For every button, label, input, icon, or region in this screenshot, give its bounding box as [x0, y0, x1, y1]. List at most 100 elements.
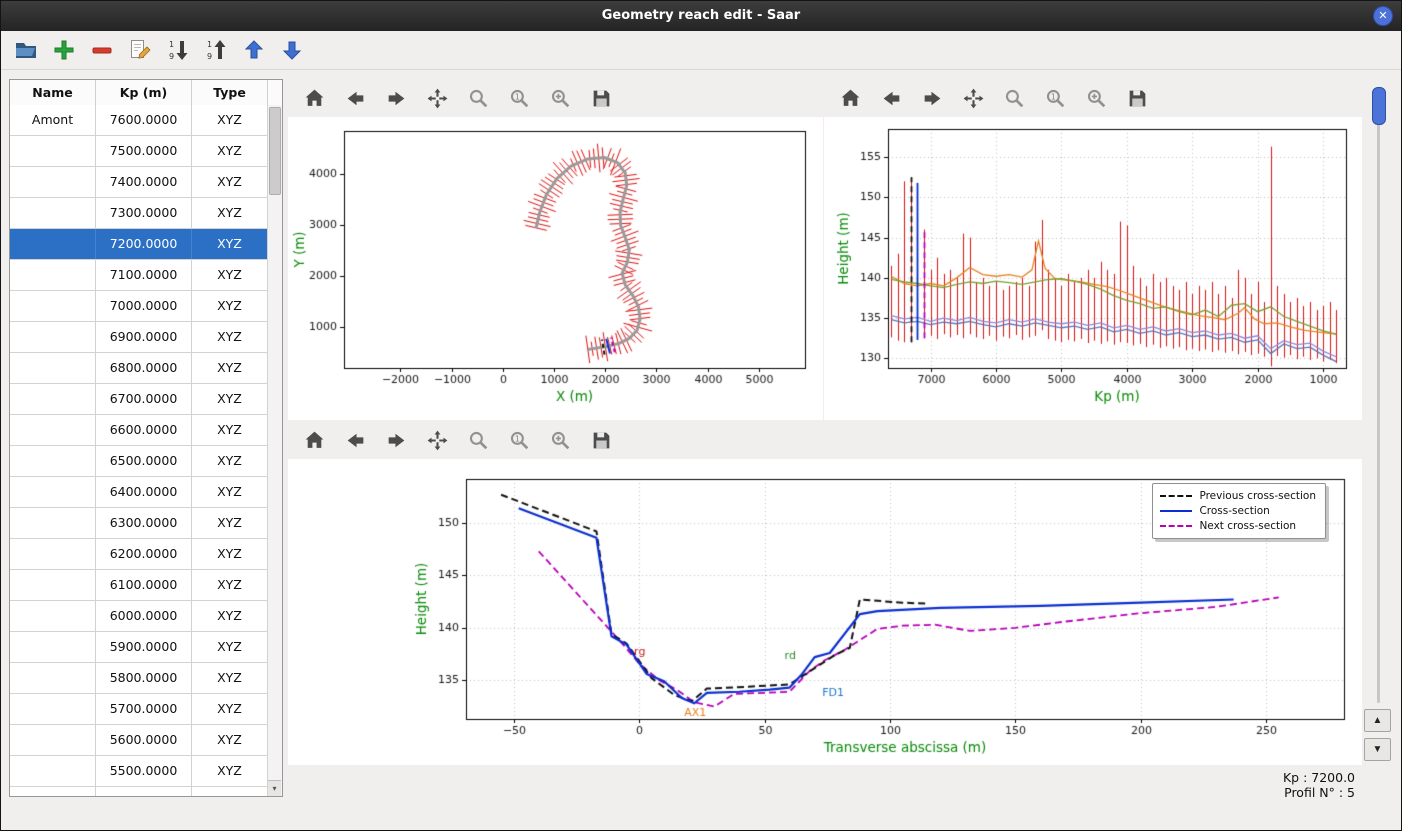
cell-name: [10, 136, 96, 166]
pan-button[interactable]: [961, 86, 985, 110]
svg-text:1: 1: [169, 40, 174, 49]
table-row[interactable]: 7400.0000 XYZ: [10, 167, 268, 198]
delete-cross-section-button[interactable]: [89, 37, 115, 63]
table-row[interactable]: 6900.0000 XYZ: [10, 322, 268, 353]
cell-kp: 6000.0000: [96, 601, 192, 631]
table-row[interactable]: 7200.0000 XYZ: [10, 229, 268, 260]
zoom-button[interactable]: [466, 86, 490, 110]
cell-kp: 6900.0000: [96, 322, 192, 352]
table-row[interactable]: 6300.0000 XYZ: [10, 508, 268, 539]
forward-button[interactable]: [384, 428, 408, 452]
status-kp: Kp : 7200.0: [1282, 770, 1355, 785]
back-button[interactable]: [343, 86, 367, 110]
table-row[interactable]: 6800.0000 XYZ: [10, 353, 268, 384]
zoom-button[interactable]: [466, 428, 490, 452]
table-row[interactable]: 5900.0000 XYZ: [10, 632, 268, 663]
save-figure-button[interactable]: [589, 428, 613, 452]
back-button[interactable]: [343, 428, 367, 452]
save-figure-button[interactable]: [589, 86, 613, 110]
cell-type: XYZ: [192, 384, 268, 414]
table-row[interactable]: 7000.0000 XYZ: [10, 291, 268, 322]
zoom-original-button[interactable]: 1: [507, 428, 531, 452]
zoom-original-button[interactable]: 1: [1043, 86, 1067, 110]
forward-button[interactable]: [384, 86, 408, 110]
cell-type: XYZ: [192, 601, 268, 631]
legend: Previous cross-section Cross-section Nex…: [1152, 483, 1326, 539]
cell-kp: 7500.0000: [96, 136, 192, 166]
cell-type: XYZ: [192, 725, 268, 755]
pan-icon: [427, 88, 447, 108]
plan-view-plot[interactable]: [288, 117, 823, 420]
up-icon: [244, 40, 264, 59]
cell-kp: 5600.0000: [96, 725, 192, 755]
home-icon: [305, 431, 323, 448]
zoom-button[interactable]: [1002, 86, 1026, 110]
move-up-button[interactable]: [241, 37, 267, 63]
save-figure-button[interactable]: [1125, 86, 1149, 110]
table-row[interactable]: Amont 7600.0000 XYZ: [10, 105, 268, 136]
cell-kp: 7100.0000: [96, 260, 192, 290]
cell-kp: 7300.0000: [96, 198, 192, 228]
table-row[interactable]: 6200.0000 XYZ: [10, 539, 268, 570]
table-row[interactable]: 6700.0000 XYZ: [10, 384, 268, 415]
edit-icon: [131, 40, 151, 59]
table-row[interactable]: 6400.0000 XYZ: [10, 477, 268, 508]
cell-name: [10, 787, 96, 796]
table-scrollbar[interactable]: ▾: [267, 105, 282, 796]
table-row[interactable]: 7300.0000 XYZ: [10, 198, 268, 229]
table-row[interactable]: 5500.0000 XYZ: [10, 756, 268, 787]
cell-kp: 6500.0000: [96, 446, 192, 476]
close-icon: ✕: [1378, 10, 1388, 22]
table-row[interactable]: 5600.0000 XYZ: [10, 725, 268, 756]
edit-cross-section-button[interactable]: [127, 37, 153, 63]
open-button[interactable]: [13, 37, 39, 63]
pan-button[interactable]: [425, 86, 449, 110]
table-row[interactable]: 6600.0000 XYZ: [10, 415, 268, 446]
status-readout: Kp : 7200.0 Profil N° : 5: [1283, 770, 1355, 800]
table-row[interactable]: 7500.0000 XYZ: [10, 136, 268, 167]
zoom-rect-button[interactable]: [548, 428, 572, 452]
table-row[interactable]: 6100.0000 XYZ: [10, 570, 268, 601]
table-scrollbar-thumb[interactable]: [269, 107, 281, 195]
table-row[interactable]: 5800.0000 XYZ: [10, 663, 268, 694]
table-scroll-down-button[interactable]: ▾: [268, 780, 281, 796]
plan-plot-toolbar: 1: [288, 79, 823, 117]
back-button[interactable]: [879, 86, 903, 110]
add-cross-section-button[interactable]: [51, 37, 77, 63]
forward-button[interactable]: [920, 86, 944, 110]
cell-type: XYZ: [192, 570, 268, 600]
previous-profile-button[interactable]: ▲: [1364, 709, 1391, 732]
profile-slider-thumb[interactable]: [1372, 87, 1386, 125]
table-row[interactable]: 7100.0000 XYZ: [10, 260, 268, 291]
pan-button[interactable]: [425, 428, 449, 452]
table-row[interactable]: 6000.0000 XYZ: [10, 601, 268, 632]
longitudinal-profile-plot[interactable]: [824, 117, 1362, 420]
back-icon: [347, 433, 363, 447]
cell-name: [10, 198, 96, 228]
zoom-rect-button[interactable]: [548, 86, 572, 110]
home-button[interactable]: [302, 86, 326, 110]
down-icon: [282, 41, 302, 60]
profile-slider-track[interactable]: [1377, 91, 1380, 703]
zoom-original-button[interactable]: 1: [507, 86, 531, 110]
cell-name: [10, 694, 96, 724]
column-header-name[interactable]: Name: [10, 80, 96, 105]
zoom-rect-button[interactable]: [1084, 86, 1108, 110]
cell-kp: 7600.0000: [96, 105, 192, 135]
svg-text:1: 1: [207, 40, 212, 49]
legend-label: Next cross-section: [1199, 519, 1297, 532]
move-down-button[interactable]: [279, 37, 305, 63]
table-row[interactable]: 5700.0000 XYZ: [10, 694, 268, 725]
svg-text:9: 9: [207, 52, 212, 61]
home-button[interactable]: [838, 86, 862, 110]
close-button[interactable]: ✕: [1373, 6, 1393, 26]
table-row[interactable]: 6500.0000 XYZ: [10, 446, 268, 477]
column-header-kp[interactable]: Kp (m): [96, 80, 192, 105]
home-button[interactable]: [302, 428, 326, 452]
sortdesc-icon: 19: [169, 40, 188, 61]
column-header-type[interactable]: Type: [192, 80, 268, 105]
next-profile-button[interactable]: ▼: [1364, 738, 1391, 761]
